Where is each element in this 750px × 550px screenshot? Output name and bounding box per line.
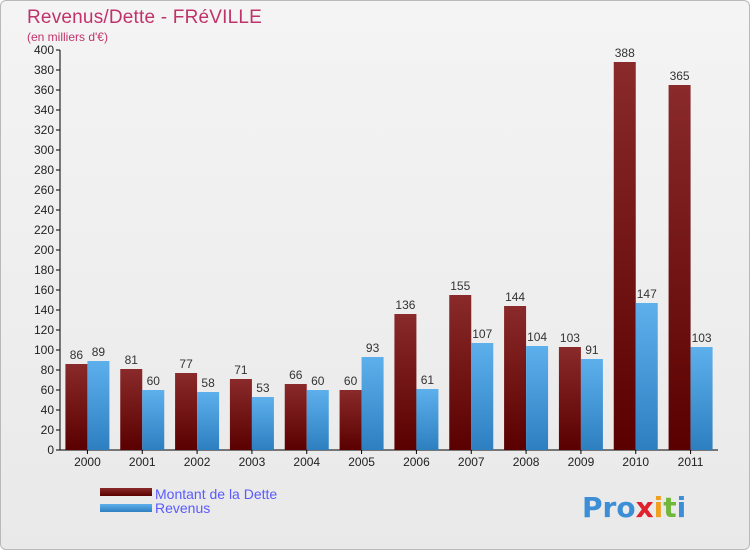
- value-label-revenus: 53: [256, 381, 270, 395]
- bar-revenus: [526, 346, 549, 450]
- y-tick-label: 80: [41, 363, 55, 377]
- y-tick-label: 200: [34, 243, 54, 257]
- value-label-revenus: 58: [201, 376, 215, 390]
- y-tick-label: 140: [34, 303, 54, 317]
- value-label-debt: 388: [615, 46, 635, 60]
- value-label-debt: 144: [505, 290, 525, 304]
- bar-debt: [175, 373, 198, 450]
- value-label-revenus: 91: [585, 343, 599, 357]
- bar-debt: [394, 314, 417, 450]
- bar-debt: [558, 347, 581, 450]
- y-tick-label: 320: [34, 123, 54, 137]
- value-label-revenus: 93: [366, 341, 380, 355]
- bar-debt: [284, 384, 307, 450]
- y-tick-label: 60: [41, 383, 55, 397]
- chart-title: Revenus/Dette - FRéVILLE: [27, 7, 263, 28]
- y-tick-label: 0: [47, 443, 54, 457]
- bar-revenus: [580, 359, 603, 450]
- bar-revenus: [87, 361, 110, 450]
- value-label-debt: 365: [670, 69, 690, 83]
- chart-subtitle: (en milliers d'€): [27, 30, 108, 44]
- y-tick-label: 240: [34, 203, 54, 217]
- x-tick-label: 2009: [568, 455, 595, 469]
- x-tick-label: 2000: [74, 455, 101, 469]
- legend-label-debt: Montant de la Dette: [155, 486, 277, 502]
- value-label-revenus: 60: [311, 374, 325, 388]
- value-label-revenus: 103: [692, 331, 712, 345]
- legend-swatch-debt: [100, 488, 152, 496]
- bar-revenus: [361, 357, 384, 450]
- y-tick-label: 380: [34, 63, 54, 77]
- value-label-debt: 155: [450, 279, 470, 293]
- x-tick-label: 2008: [513, 455, 540, 469]
- y-tick-label: 300: [34, 143, 54, 157]
- value-label-debt: 136: [395, 298, 415, 312]
- value-label-debt: 66: [289, 368, 303, 382]
- bar-debt: [668, 85, 691, 450]
- y-tick-label: 40: [41, 403, 55, 417]
- y-tick-label: 360: [34, 83, 54, 97]
- bar-revenus: [635, 303, 658, 450]
- bar-debt: [504, 306, 527, 450]
- y-tick-label: 260: [34, 183, 54, 197]
- y-tick-label: 340: [34, 103, 54, 117]
- bar-debt: [613, 62, 636, 450]
- bar-revenus: [142, 390, 165, 450]
- x-tick-label: 2001: [129, 455, 156, 469]
- proxiti-logo: Proxiti: [582, 491, 686, 524]
- value-label-revenus: 60: [147, 374, 161, 388]
- legend-label-revenus: Revenus: [155, 500, 210, 516]
- y-tick-label: 160: [34, 283, 54, 297]
- value-labels: 86 89 81 60 77 58 71 53 66 60 60 93 136 61 155 107 144 10…: [70, 46, 712, 395]
- axes: 0 20 40 60 80 100 120 140 160 180 200 220 240 260 280 3…: [34, 43, 718, 469]
- bar-revenus: [471, 343, 494, 450]
- value-label-debt: 77: [179, 357, 193, 371]
- bar-debt: [65, 364, 88, 450]
- value-label-debt: 103: [560, 331, 580, 345]
- bar-revenus: [416, 389, 439, 450]
- value-label-revenus: 147: [637, 287, 657, 301]
- y-tick-label: 220: [34, 223, 54, 237]
- bar-revenus: [306, 390, 329, 450]
- value-label-revenus: 89: [92, 345, 106, 359]
- bars: [65, 62, 713, 450]
- value-label-debt: 60: [344, 374, 358, 388]
- legend-swatch-revenus: [100, 504, 152, 512]
- value-label-debt: 81: [125, 353, 139, 367]
- x-tick-label: 2002: [184, 455, 211, 469]
- x-tick-label: 2007: [458, 455, 485, 469]
- y-tick-label: 100: [34, 343, 54, 357]
- value-label-debt: 86: [70, 348, 84, 362]
- y-tick-label: 20: [41, 423, 55, 437]
- x-tick-label: 2005: [348, 455, 375, 469]
- x-tick-label: 2003: [239, 455, 266, 469]
- bar-debt: [339, 390, 362, 450]
- y-tick-label: 180: [34, 263, 54, 277]
- y-tick-label: 280: [34, 163, 54, 177]
- bar-debt: [120, 369, 143, 450]
- bar-revenus: [197, 392, 220, 450]
- value-label-revenus: 104: [527, 330, 547, 344]
- bar-debt: [449, 295, 472, 450]
- legend: Montant de la Dette Revenus: [100, 486, 277, 516]
- x-tick-label: 2010: [622, 455, 649, 469]
- bar-debt: [229, 379, 252, 450]
- logo-text: Proxiti: [582, 491, 686, 524]
- value-label-debt: 71: [234, 363, 248, 377]
- x-tick-label: 2011: [678, 455, 704, 469]
- y-tick-label: 120: [34, 323, 54, 337]
- bar-revenus: [251, 397, 274, 450]
- x-tick-label: 2004: [293, 455, 320, 469]
- value-label-revenus: 107: [472, 327, 492, 341]
- value-label-revenus: 61: [421, 373, 435, 387]
- y-tick-label: 400: [34, 43, 54, 57]
- x-tick-label: 2006: [403, 455, 430, 469]
- bar-revenus: [690, 347, 713, 450]
